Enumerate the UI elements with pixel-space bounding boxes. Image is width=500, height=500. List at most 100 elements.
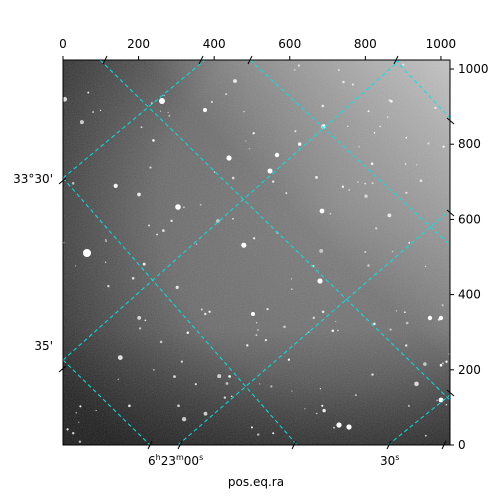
star (370, 162, 374, 165)
star (173, 375, 176, 378)
star (285, 192, 288, 195)
star (233, 79, 237, 83)
star (137, 316, 142, 320)
top-tick-label: 1000 (426, 37, 457, 51)
right-tick-label: 600 (458, 212, 481, 226)
right-tick-label: 200 (458, 363, 481, 377)
star (395, 310, 398, 312)
star (348, 189, 350, 191)
star (228, 375, 231, 378)
star (404, 163, 407, 165)
star (319, 248, 324, 253)
star (217, 374, 222, 379)
star (337, 69, 340, 71)
grid-line (63, 359, 151, 445)
bright-star (274, 152, 280, 158)
star (347, 125, 349, 127)
bright-star (203, 108, 207, 112)
star (404, 311, 406, 314)
star (232, 217, 234, 220)
star (419, 179, 423, 183)
top-tick-label: 400 (203, 37, 226, 51)
star (199, 204, 202, 206)
star (180, 360, 183, 363)
top-tick-label: 0 (59, 37, 67, 51)
dec-label-1: 33°30' (13, 172, 53, 186)
star (333, 426, 335, 429)
star (404, 344, 408, 347)
star (335, 320, 337, 323)
star (71, 182, 75, 185)
star (230, 395, 233, 398)
star (99, 109, 102, 112)
star (342, 80, 345, 84)
star (255, 322, 258, 324)
star (416, 164, 418, 166)
star (373, 132, 376, 134)
star (445, 404, 448, 406)
star (200, 308, 203, 311)
star (316, 412, 318, 415)
star (66, 428, 69, 431)
star (423, 362, 427, 366)
grid-line (63, 60, 206, 179)
star (162, 229, 165, 232)
ra-tick-5 (441, 440, 447, 450)
star (442, 145, 445, 148)
right-tick-label: 400 (458, 288, 481, 302)
grid-line (177, 209, 450, 445)
star (304, 408, 306, 410)
plot-frame (62, 59, 451, 446)
star (75, 411, 78, 414)
ra-tick-3 (291, 440, 297, 450)
star (367, 110, 370, 113)
star (151, 102, 153, 104)
right-tick-label: 800 (458, 137, 481, 151)
star (364, 194, 368, 198)
star (79, 405, 82, 408)
star (107, 284, 110, 288)
star (255, 334, 258, 336)
star (364, 250, 367, 254)
bright-star (427, 315, 433, 321)
star (321, 310, 325, 314)
world-ticks (58, 55, 455, 450)
bright-star (438, 315, 444, 321)
star (291, 390, 293, 392)
top-tick-label: 200 (127, 37, 150, 51)
star (113, 183, 118, 188)
dec-label-2: 35' (34, 339, 53, 353)
star (144, 319, 147, 322)
star (152, 368, 155, 371)
star (427, 142, 430, 145)
star (264, 338, 268, 342)
star (137, 192, 141, 197)
star (266, 307, 269, 311)
star (329, 213, 332, 215)
star (213, 171, 216, 173)
star (402, 63, 405, 66)
star (246, 344, 249, 347)
ra-tick-1 (147, 440, 153, 450)
bright-star (159, 98, 165, 104)
star (371, 182, 374, 185)
star (290, 288, 293, 291)
star (149, 166, 152, 169)
ra-label-1: 6h23m00s (148, 453, 203, 468)
star (105, 239, 107, 241)
bright-star (226, 155, 232, 161)
star (140, 126, 143, 129)
star (387, 116, 389, 118)
star (223, 396, 227, 399)
star (358, 146, 360, 148)
grid-line (394, 60, 450, 119)
star (293, 69, 296, 71)
ra-tick-top-3 (247, 55, 253, 65)
dec-tick-1 (58, 177, 67, 185)
star (407, 404, 410, 407)
star (241, 242, 247, 248)
star (252, 132, 255, 135)
star (203, 411, 208, 416)
star (170, 219, 173, 223)
star (357, 181, 359, 183)
